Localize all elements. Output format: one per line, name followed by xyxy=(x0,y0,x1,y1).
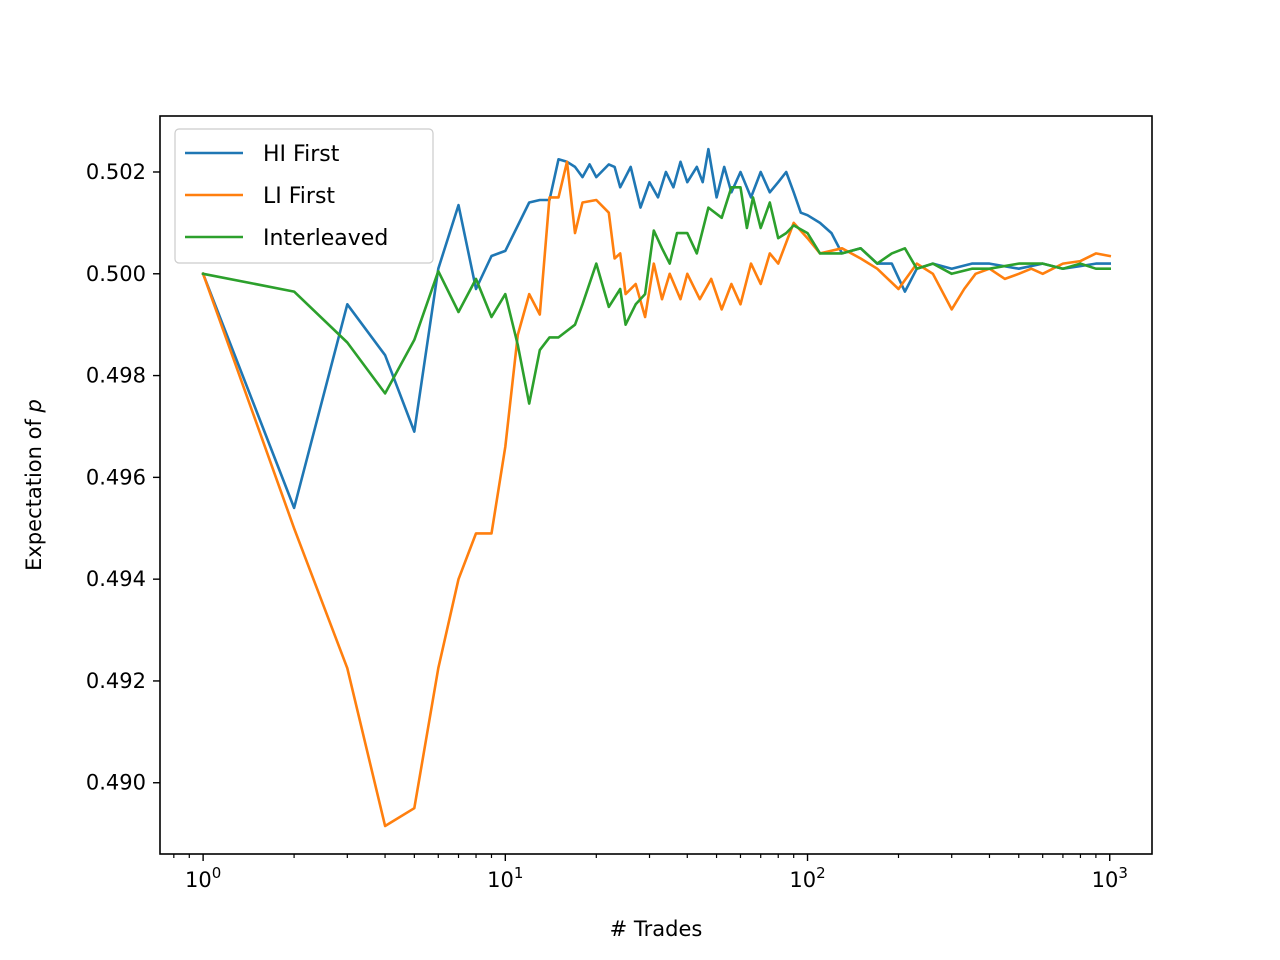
x-tick-label-base: 10 xyxy=(789,868,816,892)
legend-label: Interleaved xyxy=(263,226,388,251)
legend: HI First LI First Interleaved xyxy=(174,128,434,264)
y-axis-label-variable: p xyxy=(22,399,46,413)
y-tick-label: 0.494 xyxy=(86,567,146,591)
x-tick-label-base: 10 xyxy=(487,868,514,892)
x-axis-label: # Trades xyxy=(610,917,703,941)
x-tick-label-base: 10 xyxy=(185,868,212,892)
y-tick-label: 0.498 xyxy=(86,364,146,388)
x-tick-label: 102 xyxy=(789,864,825,892)
x-tick-label: 103 xyxy=(1092,864,1128,892)
y-tick-label: 0.492 xyxy=(86,669,146,693)
x-tick-label: 100 xyxy=(185,864,221,892)
y-tick-label: 0.502 xyxy=(86,160,146,184)
y-axis: 0.490 0.492 0.494 0.496 0.498 0.500 0.502 xyxy=(86,160,160,795)
series-layer xyxy=(201,147,1112,828)
axes-frame xyxy=(159,115,1153,855)
x-axis: 100 101 102 103 xyxy=(173,854,1128,892)
x-tick-label: 101 xyxy=(487,864,523,892)
legend-label: LI First xyxy=(263,184,335,209)
x-tick-label-exponent: 2 xyxy=(816,864,826,882)
x-tick-label-base: 10 xyxy=(1092,868,1119,892)
series-line-hi-first xyxy=(201,147,1111,510)
series-line-li-first xyxy=(201,160,1112,828)
y-tick-label: 0.500 xyxy=(86,262,146,286)
x-tick-label-exponent: 1 xyxy=(514,864,524,882)
y-tick-label: 0.496 xyxy=(86,465,146,489)
legend-label: HI First xyxy=(263,142,340,167)
series-line-interleaved xyxy=(201,186,1111,405)
x-tick-label-exponent: 3 xyxy=(1118,864,1128,882)
y-axis-label-prefix: Expectation of xyxy=(22,412,46,570)
legend-box xyxy=(174,128,434,264)
y-tick-label: 0.490 xyxy=(86,771,146,795)
x-tick-label-exponent: 0 xyxy=(212,864,222,882)
y-axis-label: Expectation of p xyxy=(22,399,46,571)
